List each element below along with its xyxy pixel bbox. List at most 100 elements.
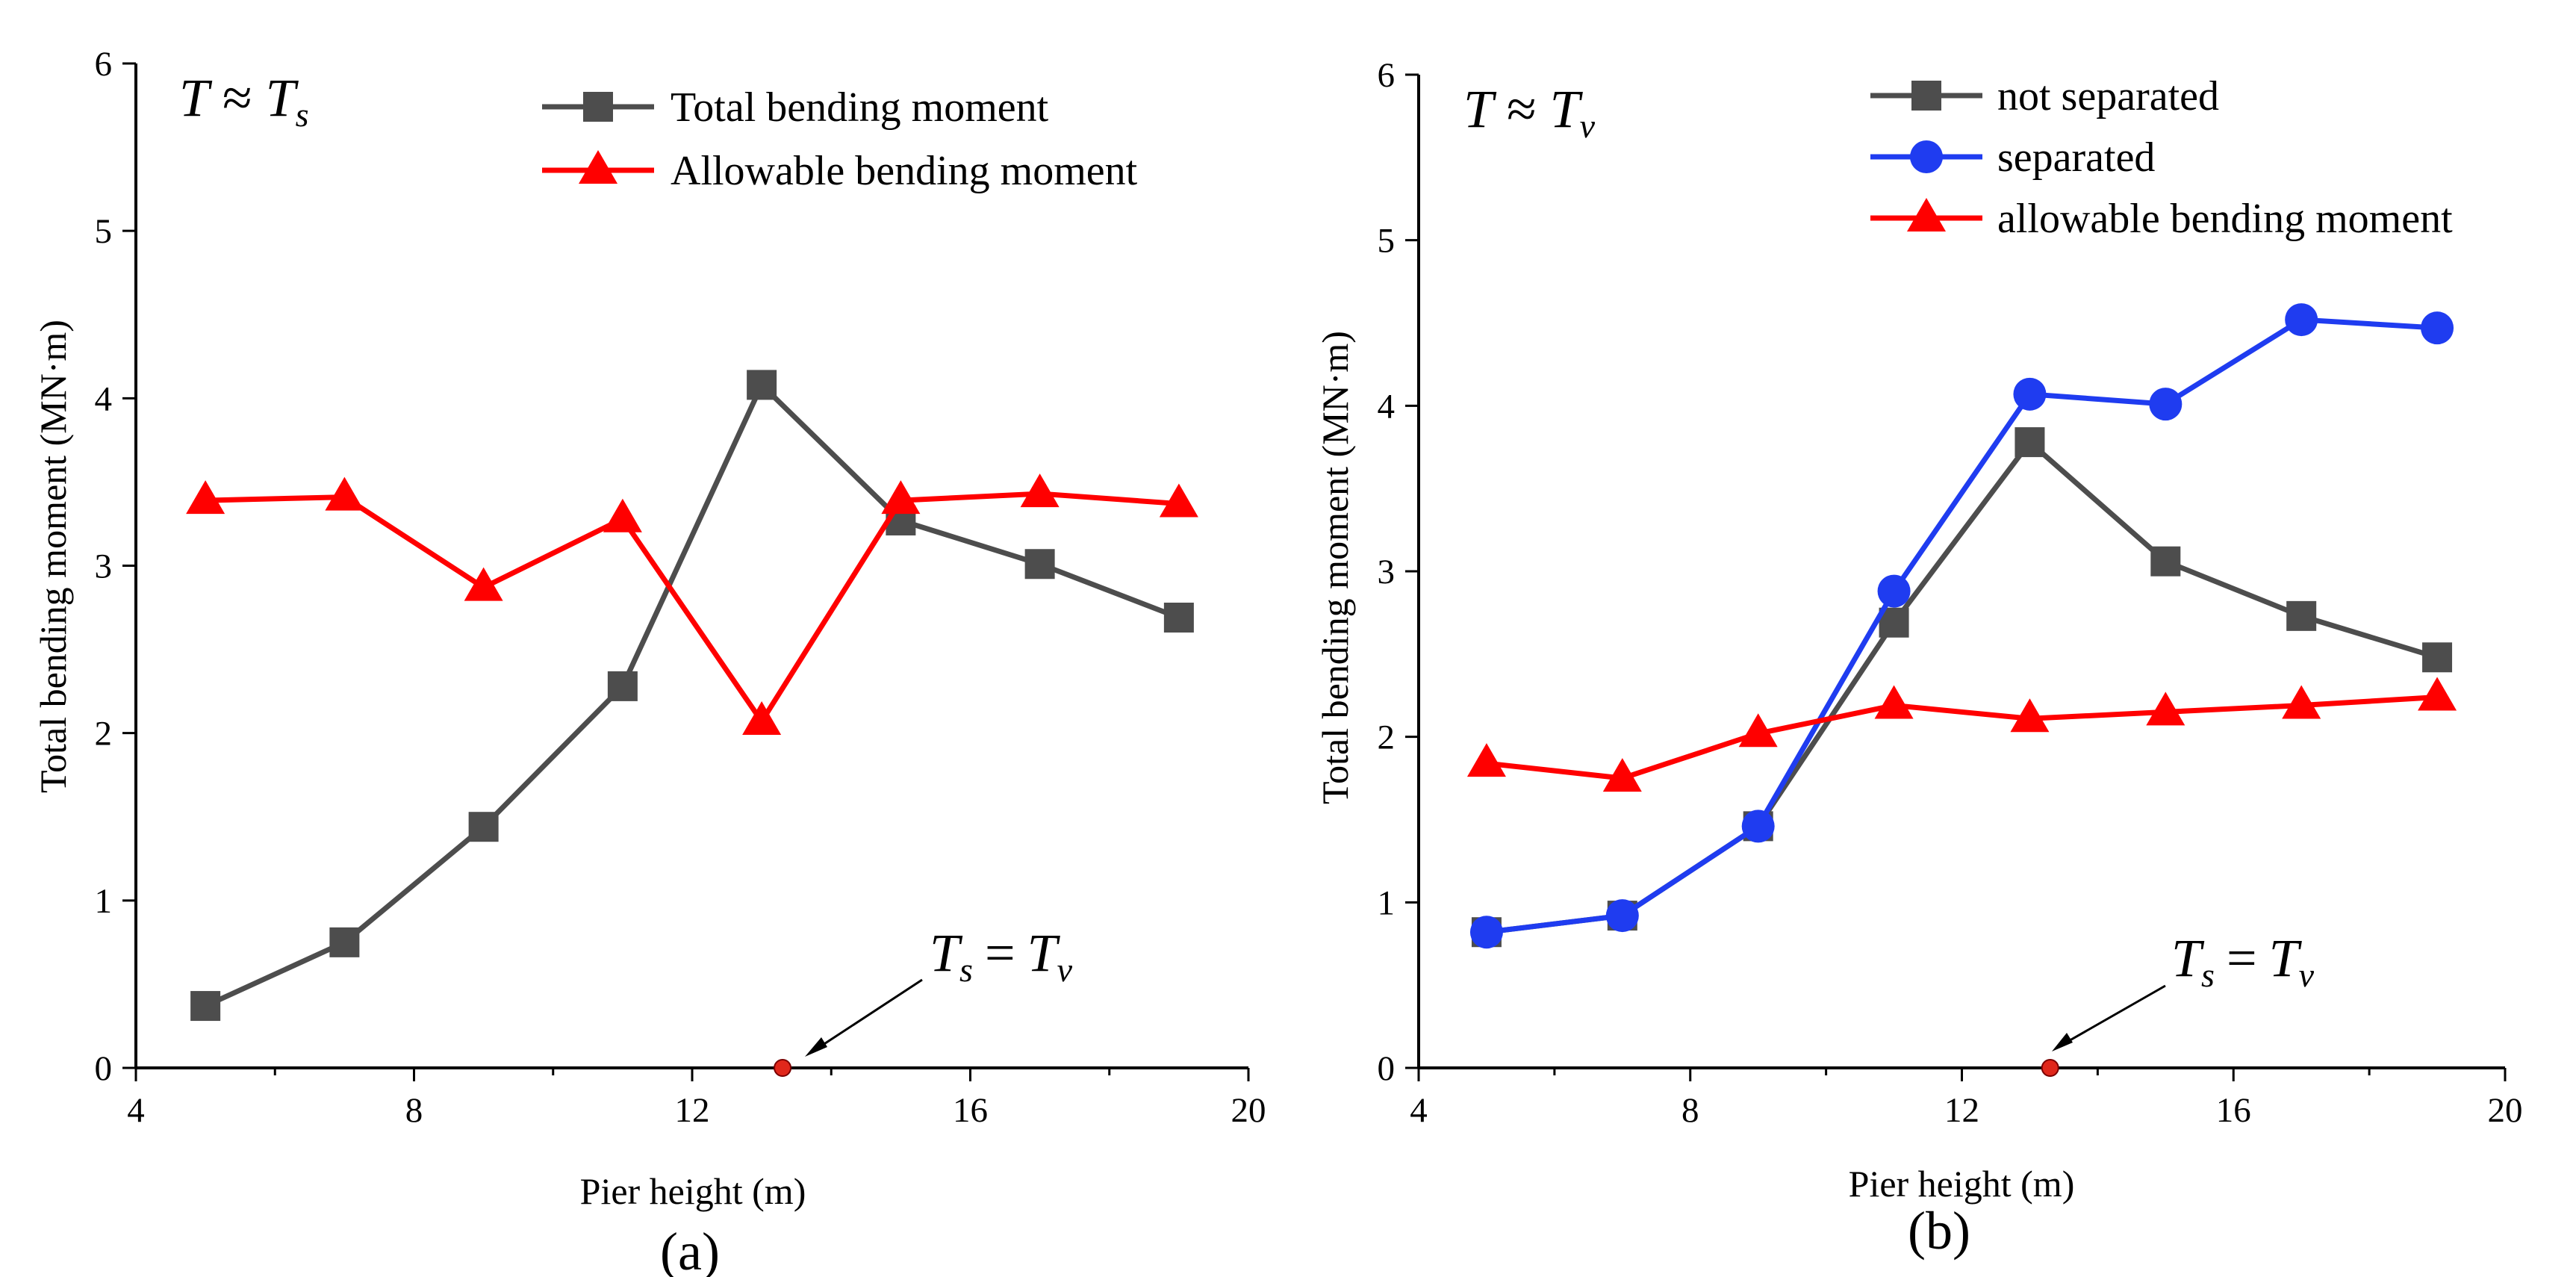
y-axis-title-a: Total bending moment (MN·m) xyxy=(32,320,74,793)
annotation-ts-tv-b: Ts = Tv xyxy=(2052,928,2315,1051)
legend-label: Total bending moment xyxy=(671,84,1049,131)
legend-marker xyxy=(583,92,613,122)
data-point xyxy=(1602,758,1642,792)
legend-marker xyxy=(1910,140,1943,173)
data-point xyxy=(881,480,921,515)
y-tick-label: 0 xyxy=(1378,1049,1396,1088)
series-allowable-bending-moment xyxy=(1466,677,2457,792)
data-point xyxy=(607,671,638,701)
annotation-arrowhead-b xyxy=(2052,1033,2073,1051)
legend-item: allowable bending moment xyxy=(1870,196,2453,242)
data-point xyxy=(2285,303,2318,337)
data-point xyxy=(1159,483,1198,518)
data-point xyxy=(1605,899,1639,933)
legend-label: separated xyxy=(1997,134,2155,181)
y-tick-label: 3 xyxy=(1378,553,1396,591)
legend-marker xyxy=(1907,198,1946,232)
data-point xyxy=(1466,743,1506,777)
data-point xyxy=(747,370,777,400)
data-point xyxy=(325,476,364,511)
data-point xyxy=(1020,473,1060,508)
series-layer-a xyxy=(186,370,1198,1077)
legend-item: Allowable bending moment xyxy=(542,148,1138,194)
y-tick-label: 5 xyxy=(95,212,113,251)
y-tick-label: 2 xyxy=(95,715,113,754)
data-point xyxy=(1741,810,1775,843)
series-line xyxy=(1486,694,2438,781)
data-point xyxy=(2149,388,2183,421)
data-point xyxy=(2418,677,2457,711)
y-axis-title-b: Total bending moment (MN·m) xyxy=(1314,331,1356,804)
data-point xyxy=(468,812,499,842)
condition-label-a: T ≈ Ts xyxy=(179,68,309,134)
data-point xyxy=(2421,311,2454,345)
y-tick-label: 1 xyxy=(1378,883,1396,922)
data-point xyxy=(1738,713,1778,748)
x-tick-label: 12 xyxy=(675,1091,710,1130)
x-tick-label: 8 xyxy=(1681,1091,1699,1130)
y-tick-label: 3 xyxy=(95,547,113,586)
y-tick-label: 4 xyxy=(95,379,113,418)
data-point xyxy=(742,700,782,735)
legend-item: not separated xyxy=(1870,73,2219,119)
y-tick-label: 1 xyxy=(95,882,113,921)
data-point xyxy=(464,567,503,601)
data-point xyxy=(2013,377,2047,411)
series-layer-b xyxy=(1466,303,2457,1077)
x-tick-label: 4 xyxy=(127,1091,145,1130)
y-tick-label: 6 xyxy=(95,45,113,84)
series-line xyxy=(204,382,1180,1009)
series-allowable-bending-moment xyxy=(186,473,1198,735)
series-line xyxy=(1486,439,2439,935)
legend-marker xyxy=(579,150,617,184)
annotation-arrow-b xyxy=(2060,984,2166,1047)
annotation-arrowhead-a xyxy=(805,1037,827,1057)
series-total-bending-moment xyxy=(190,370,1194,1022)
data-point xyxy=(329,927,360,957)
panel-label-a: (a) xyxy=(660,1222,720,1277)
x-tick-label: 12 xyxy=(1944,1091,1979,1130)
y-tick-label: 6 xyxy=(1378,56,1396,95)
svg-text:Ts=Tv: Ts = Tv xyxy=(2171,928,2315,994)
series-not-separated xyxy=(1471,427,2453,948)
panel-label-b: (b) xyxy=(1908,1201,1970,1261)
series-line xyxy=(1486,317,2438,935)
y-tick-label: 4 xyxy=(1378,387,1396,426)
annotation-arrow-a xyxy=(813,978,923,1052)
series-line xyxy=(205,491,1180,724)
data-point xyxy=(1874,685,1914,719)
data-point xyxy=(603,498,642,532)
data-point xyxy=(2150,546,2181,577)
data-point xyxy=(2282,685,2321,719)
data-point xyxy=(1877,574,1911,608)
legend-item: separated xyxy=(1870,134,2155,181)
legend-item: Total bending moment xyxy=(542,84,1049,131)
data-point xyxy=(1024,549,1055,580)
y-tick-label: 0 xyxy=(95,1049,113,1088)
data-point xyxy=(1163,602,1194,633)
legend-label: Allowable bending moment xyxy=(671,148,1138,194)
x-tick-label: 16 xyxy=(953,1091,988,1130)
annotation-point xyxy=(774,1059,792,1077)
legend-a: Total bending moment Allowable bending mo… xyxy=(542,84,1138,194)
data-point xyxy=(2146,692,2185,726)
data-point xyxy=(2015,427,2045,458)
data-point xyxy=(2422,642,2453,673)
x-tick-label: 16 xyxy=(2216,1091,2251,1130)
x-axis-title-b: Pier height (m) xyxy=(1849,1163,2075,1205)
data-point xyxy=(186,480,225,515)
annotation-ts-tv-a: Ts = Tv xyxy=(805,923,1073,1057)
legend-marker xyxy=(1911,81,1941,111)
legend-label: not separated xyxy=(1997,73,2219,119)
data-point xyxy=(2286,600,2317,631)
series-separated xyxy=(1469,303,2454,949)
x-axis-title-a: Pier height (m) xyxy=(580,1170,806,1212)
svg-text:Ts=Tv: Ts = Tv xyxy=(930,923,1073,989)
data-point xyxy=(2010,698,2050,733)
annotation-point xyxy=(2041,1059,2059,1077)
condition-label-b: T ≈ Tv xyxy=(1463,79,1596,145)
